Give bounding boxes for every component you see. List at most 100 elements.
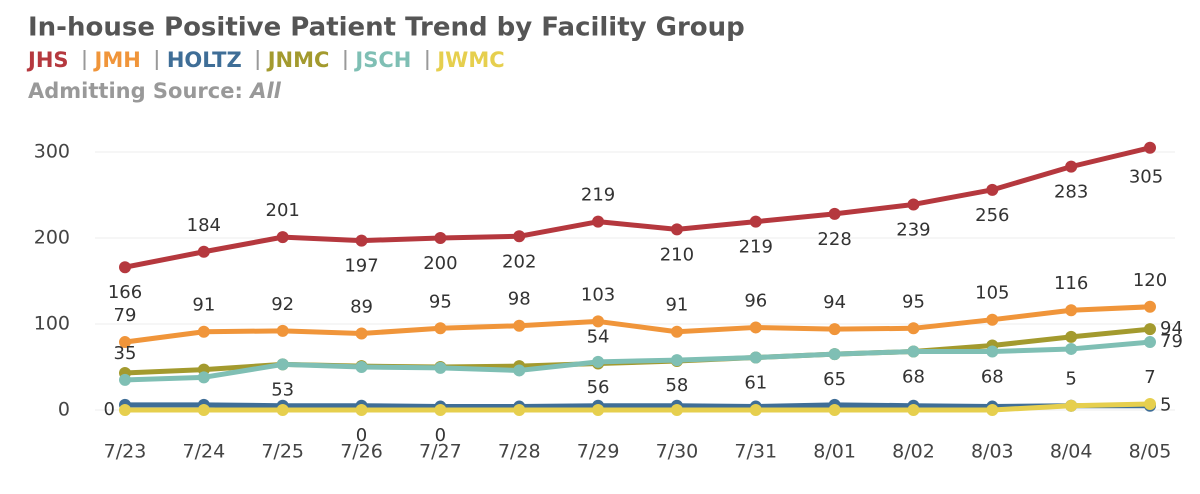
data-point	[1144, 323, 1156, 336]
legend-label: JSCH	[353, 48, 411, 72]
data-label: 219	[739, 237, 773, 258]
data-point	[828, 404, 841, 416]
legend-label: JWMC	[435, 48, 504, 72]
data-point	[434, 232, 447, 244]
data-point	[828, 207, 841, 220]
legend-label: JHS	[26, 48, 69, 72]
x-tick-label: 7/24	[183, 441, 226, 463]
data-point	[119, 373, 131, 386]
data-label: 0	[104, 399, 115, 420]
legend: JHS JMH HOLTZ JNMC JSCH JWMC	[26, 48, 505, 72]
series-line	[125, 401, 1151, 413]
x-tick-label: 8/03	[971, 441, 1014, 463]
data-label: 94	[823, 292, 846, 313]
data-label: 0	[435, 425, 446, 446]
series-line	[124, 145, 1151, 270]
x-tick-label: 7/30	[656, 441, 699, 463]
data-label: 92	[271, 294, 294, 315]
legend-label: JNMC	[266, 48, 330, 72]
data-label: 68	[981, 367, 1004, 388]
data-point	[907, 404, 920, 416]
series-line	[124, 339, 1151, 383]
data-label: 65	[823, 369, 846, 390]
data-label: 95	[902, 291, 925, 312]
data-label: 228	[817, 229, 851, 250]
data-label: 94	[1160, 318, 1183, 339]
data-label: 283	[1054, 182, 1088, 203]
data-point	[828, 323, 841, 336]
data-point	[1065, 330, 1078, 343]
data-point	[1144, 336, 1156, 349]
data-point	[355, 404, 368, 416]
data-point	[986, 313, 999, 326]
data-label: 200	[423, 253, 457, 274]
data-point	[749, 215, 762, 228]
x-tick-label: 8/04	[1050, 441, 1093, 463]
data-label: 5	[1065, 369, 1076, 390]
data-label: 184	[187, 215, 221, 236]
data-point	[986, 183, 999, 196]
data-label: 68	[902, 367, 925, 388]
data-point	[592, 215, 605, 228]
data-point	[1065, 304, 1078, 317]
data-point	[355, 234, 368, 247]
data-label: 58	[665, 375, 688, 396]
data-point	[1065, 399, 1078, 412]
data-point	[670, 223, 683, 236]
data-label: 0	[356, 425, 367, 446]
data-label: 116	[1054, 273, 1088, 294]
data-point	[907, 322, 920, 335]
data-point	[434, 361, 447, 374]
data-point	[513, 364, 526, 377]
x-tick-label: 7/23	[104, 441, 147, 463]
series-line	[124, 304, 1151, 345]
data-point	[276, 404, 289, 416]
data-label: 103	[581, 284, 615, 305]
y-tick-label: 100	[34, 313, 70, 335]
data-point	[197, 371, 210, 384]
data-point	[907, 198, 920, 211]
data-point	[355, 327, 368, 340]
data-point	[434, 404, 447, 416]
data-label: 201	[266, 200, 300, 221]
subtitle-value: All	[248, 79, 281, 103]
data-point	[276, 358, 289, 371]
data-point	[1144, 141, 1156, 154]
data-point	[907, 345, 920, 358]
data-label: 105	[975, 283, 1009, 304]
data-point	[119, 404, 131, 416]
data-point	[749, 404, 762, 416]
data-point	[1144, 300, 1156, 313]
x-tick-label: 7/29	[577, 441, 620, 463]
data-point	[986, 345, 999, 358]
data-label: 210	[660, 244, 694, 265]
data-label: 89	[350, 296, 373, 317]
data-point	[276, 324, 289, 337]
data-label: 5	[1160, 395, 1171, 416]
data-point	[119, 336, 131, 349]
data-label: 91	[192, 295, 215, 316]
data-label: 96	[744, 290, 767, 311]
data-point	[670, 404, 683, 416]
data-label: 35	[114, 343, 137, 364]
subtitle-label: Admitting Source:	[28, 79, 243, 103]
data-point	[119, 261, 131, 274]
y-tick-label: 0	[58, 399, 70, 421]
data-point	[197, 404, 210, 416]
data-point	[749, 321, 762, 334]
data-point	[670, 354, 683, 367]
data-point	[592, 355, 605, 368]
data-label: 239	[896, 219, 930, 240]
y-tick-label: 200	[34, 227, 70, 249]
data-point	[355, 361, 368, 373]
data-point	[828, 348, 841, 361]
data-point	[1144, 397, 1156, 410]
data-label: 166	[108, 282, 142, 303]
data-point	[1065, 160, 1078, 173]
legend-label: HOLTZ	[167, 48, 242, 72]
data-point	[276, 231, 289, 244]
data-label: 197	[344, 256, 378, 277]
data-label: 53	[271, 379, 294, 400]
data-point	[513, 230, 526, 243]
y-tick-label: 300	[34, 141, 70, 163]
